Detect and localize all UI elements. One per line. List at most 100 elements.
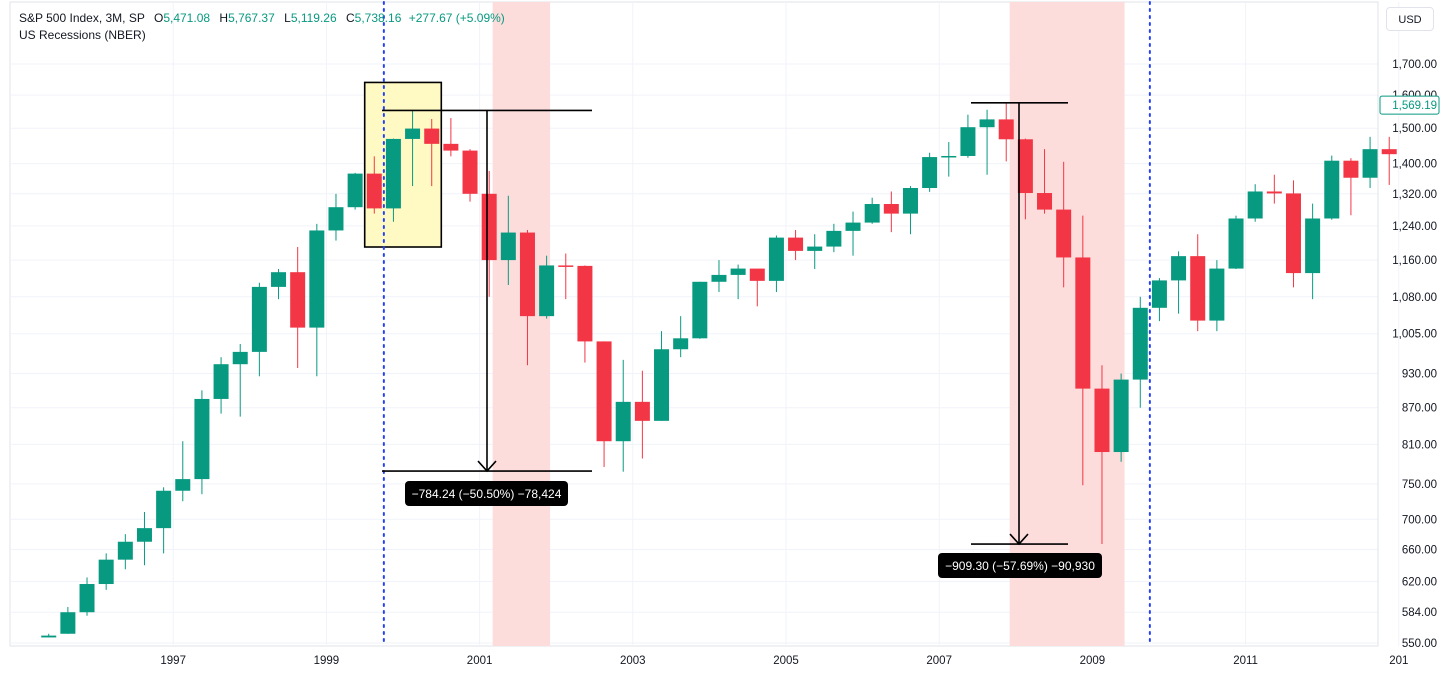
candle-body [1151,280,1167,308]
candle [1017,138,1033,220]
candle [864,197,880,224]
candle [385,138,401,222]
indicator-label[interactable]: US Recessions (NBER) [19,28,146,42]
candle [788,230,804,261]
drawdown-measure: −784.24 (−50.50%) −78,424 [382,109,592,506]
candle [347,172,363,210]
candle-body [634,401,650,421]
candle-body [1132,307,1148,380]
candle-body [424,128,440,144]
candle [271,269,287,300]
y-tick-label: 1,005.00 [1392,329,1437,341]
candle-body [1362,149,1378,178]
candle-body [175,479,191,491]
chart-legend: S&P 500 Index, 3M, SP O5,471.08 H5,767.3… [19,10,505,44]
candle-body [1381,149,1397,155]
y-tick-label: 1,400.00 [1392,159,1437,171]
candle-body [385,138,401,209]
candle [1305,203,1321,300]
candle [998,102,1014,162]
candle [424,119,440,187]
candle-body [845,222,861,231]
last-price-box [1379,95,1440,115]
x-tick-label: 2011 [1233,655,1258,667]
candle-body [749,268,765,281]
candle [634,370,650,459]
candle-body [328,207,344,231]
candle [673,316,689,358]
x-tick-label: 1997 [160,655,186,667]
candle [1151,278,1167,322]
candle [519,230,535,366]
x-tick-label: 2007 [926,655,952,667]
candle [328,193,344,241]
candle-body [902,188,918,214]
candle [251,282,267,377]
candle [807,234,823,270]
candle-body [730,268,746,275]
y-tick-label: 620.00 [1402,577,1437,589]
y-tick-label: 700.00 [1402,514,1437,526]
candle [136,511,152,566]
drawdown-label-box [938,553,1102,578]
candle-body [443,143,459,151]
candle-body [615,401,631,442]
candle [596,341,612,468]
candle [443,118,459,157]
candle [539,255,555,319]
candle [1228,215,1244,270]
candle-body [692,281,708,339]
candle [1247,184,1263,222]
candle [845,211,861,256]
candle [156,487,172,554]
currency-button[interactable]: USD [1386,7,1434,31]
candle-body [79,584,95,613]
candle-body [788,237,804,251]
candle-body [251,286,267,352]
candle-body [41,635,57,638]
candle-body [1266,191,1282,194]
drawdown-annotations: −784.24 (−50.50%) −78,424 −909.30 (−57.69… [382,102,1102,578]
candle-body [1075,257,1091,389]
candle-body [136,528,152,542]
drawdown-arrow-head [1009,533,1029,546]
candle [175,441,191,502]
y-tick-label: 550.00 [1402,638,1437,650]
candle-body [1190,256,1206,321]
candle [1132,296,1148,408]
last-price-tag: 1,569.19 [1379,95,1440,115]
candle [979,109,995,175]
candle-body [117,541,133,560]
candle [692,281,708,339]
candle-body [577,265,593,342]
legend-row-main: S&P 500 Index, 3M, SP O5,471.08 H5,767.3… [19,10,505,27]
high-value: 5,767.37 [228,11,275,25]
candle-body [1037,193,1053,210]
candle [711,260,727,293]
candle-body [309,230,325,328]
candle [1075,215,1091,486]
candle [1094,365,1110,545]
recession-bands [492,2,1125,646]
candle-body [405,128,421,139]
candle [960,114,976,158]
candle-body [481,193,497,261]
candle-body [1247,191,1263,219]
candle [749,268,765,307]
candle-body [462,150,478,194]
candle-body [290,272,306,328]
drawdown-label-box [405,481,568,506]
candle-body [864,204,880,223]
open-label: O [153,11,164,25]
x-tick-label: 2001 [467,655,493,667]
candle [232,344,248,417]
candle [117,534,133,570]
y-tick-label: 810.00 [1402,439,1437,451]
y-tick-label: 930.00 [1402,368,1437,380]
x-tick-label: 2009 [1080,655,1106,667]
change-value: +277.67 (+5.09%) [408,11,505,25]
x-tick-label: 2003 [620,655,646,667]
candle-body [1324,160,1340,219]
